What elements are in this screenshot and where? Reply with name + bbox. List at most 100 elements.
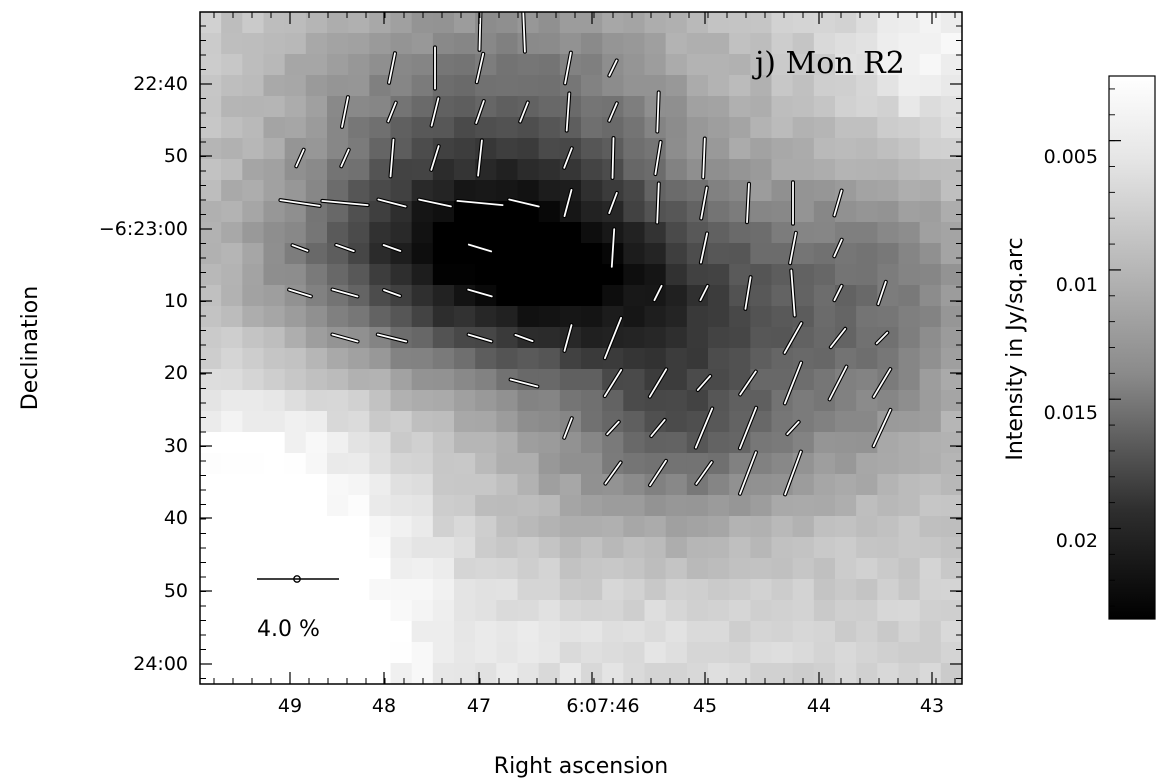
- intensity-cell: [411, 390, 434, 412]
- intensity-cell: [771, 285, 794, 307]
- intensity-cell: [454, 369, 476, 391]
- polarization-vector: [563, 324, 573, 352]
- intensity-cell: [750, 138, 773, 160]
- intensity-cell: [644, 96, 667, 118]
- intensity-cell: [348, 264, 370, 286]
- intensity-cell: [644, 579, 667, 601]
- intensity-cell: [305, 54, 328, 76]
- intensity-cell: [729, 264, 751, 286]
- intensity-cell: [581, 33, 603, 55]
- intensity-cell: [644, 348, 667, 370]
- intensity-cell: [750, 453, 773, 475]
- intensity-cell: [792, 516, 815, 538]
- intensity-cell: [813, 600, 836, 622]
- intensity-cell: [263, 33, 286, 55]
- y-tick-label: 24:00: [133, 653, 188, 675]
- intensity-cell: [263, 411, 286, 433]
- intensity-cell: [686, 642, 709, 664]
- intensity-cell: [750, 54, 773, 76]
- intensity-cell: [327, 75, 349, 97]
- intensity-cell: [263, 180, 286, 202]
- intensity-cell: [200, 516, 222, 538]
- intensity-cell: [538, 621, 561, 643]
- x-axis-title: Right ascension: [494, 754, 668, 779]
- intensity-cell: [411, 327, 434, 349]
- intensity-cell: [792, 138, 815, 160]
- intensity-cell: [877, 453, 900, 475]
- intensity-cell: [221, 75, 243, 97]
- intensity-cell: [517, 474, 540, 496]
- intensity-cell: [792, 180, 815, 202]
- intensity-cell: [496, 642, 519, 664]
- intensity-cell: [623, 264, 646, 286]
- intensity-cell: [221, 516, 243, 538]
- intensity-cell: [263, 117, 286, 139]
- intensity-cell: [792, 306, 815, 328]
- intensity-cell: [771, 306, 794, 328]
- intensity-cell: [559, 474, 582, 496]
- intensity-cell: [729, 453, 751, 475]
- intensity-cell: [200, 159, 222, 181]
- intensity-cell: [898, 117, 921, 139]
- intensity-cell: [242, 579, 265, 601]
- intensity-cell: [919, 537, 942, 559]
- intensity-cell: [538, 516, 561, 538]
- intensity-cell: [581, 180, 603, 202]
- intensity-cell: [411, 12, 434, 34]
- intensity-cell: [200, 180, 222, 202]
- intensity-cell: [390, 54, 413, 76]
- intensity-cell: [919, 558, 942, 580]
- intensity-cell: [263, 75, 286, 97]
- intensity-cell: [898, 411, 921, 433]
- intensity-cell: [919, 327, 942, 349]
- intensity-cell: [432, 579, 455, 601]
- intensity-cell: [835, 138, 857, 160]
- intensity-cell: [517, 180, 540, 202]
- intensity-cell: [771, 33, 794, 55]
- polarization-vector: [509, 378, 539, 388]
- intensity-cell: [708, 621, 730, 643]
- intensity-cell: [729, 579, 751, 601]
- intensity-cell: [750, 642, 773, 664]
- intensity-cell: [369, 264, 392, 286]
- intensity-cell: [242, 621, 265, 643]
- intensity-cell: [369, 348, 392, 370]
- intensity-cell: [200, 474, 222, 496]
- intensity-cell: [411, 663, 434, 684]
- intensity-cell: [200, 12, 222, 34]
- intensity-cell: [898, 453, 921, 475]
- intensity-cell: [369, 411, 392, 433]
- intensity-cell: [813, 96, 836, 118]
- intensity-cell: [940, 327, 962, 349]
- intensity-cell: [454, 663, 476, 684]
- intensity-cell: [284, 180, 307, 202]
- intensity-cell: [856, 453, 878, 475]
- intensity-cell: [559, 348, 582, 370]
- intensity-cell: [750, 306, 773, 328]
- intensity-cell: [348, 474, 370, 496]
- intensity-cell: [559, 243, 582, 265]
- intensity-cell: [813, 348, 836, 370]
- intensity-cell: [665, 285, 688, 307]
- intensity-cell: [496, 54, 519, 76]
- intensity-cell: [432, 621, 455, 643]
- intensity-cell: [305, 495, 328, 517]
- intensity-cell: [665, 390, 688, 412]
- intensity-cell: [835, 411, 857, 433]
- intensity-cell: [475, 516, 497, 538]
- intensity-cell: [792, 348, 815, 370]
- polarization-vector: [833, 284, 843, 302]
- colorbar-tick-label: 0.005: [1044, 146, 1098, 168]
- intensity-cell: [792, 474, 815, 496]
- intensity-cell: [708, 117, 730, 139]
- intensity-cell: [305, 558, 328, 580]
- intensity-cell: [221, 222, 243, 244]
- intensity-cell: [686, 621, 709, 643]
- polarization-vector: [608, 191, 618, 215]
- intensity-cell: [454, 12, 476, 34]
- intensity-cell: [432, 390, 455, 412]
- intensity-cell: [475, 264, 497, 286]
- intensity-cell: [242, 180, 265, 202]
- intensity-cell: [771, 369, 794, 391]
- intensity-cell: [813, 180, 836, 202]
